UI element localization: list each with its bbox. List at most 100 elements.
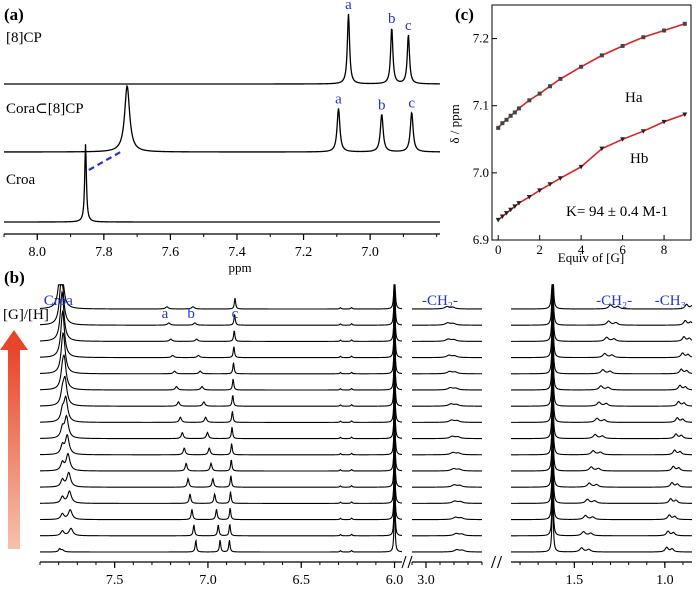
- titration-spectrum: [510, 380, 693, 440]
- data-point-Hb: [620, 137, 626, 142]
- panel-a-tick-label: 7.0: [361, 245, 379, 260]
- panel-a: (a) [8]CP Cora⊂[8]CP Croa ab ca b c 8.0 7.8 7…: [3, 0, 441, 275]
- titration-spectrum: [39, 284, 403, 326]
- panel-a-tick-label: 7.6: [162, 245, 180, 260]
- data-point-Hb: [578, 164, 584, 170]
- data-point-Hb: [661, 119, 667, 125]
- titration-spectrum: [412, 386, 482, 391]
- titration-spectrum: [412, 500, 482, 504]
- panel-b-x-axis: 7.5 7.0 6.5 6.0 3.0 1.5 1.0: [39, 555, 692, 588]
- spectrum-label-8cp: [8]CP: [6, 30, 42, 46]
- panel-c-ylabel: δ / ppm: [447, 104, 462, 143]
- axis-break-mark: [407, 555, 413, 569]
- titration-spectrum: [511, 412, 693, 472]
- titration-spectrum: [412, 484, 482, 488]
- titration-spectrum: [511, 429, 692, 488]
- titration-spectrum: [39, 362, 403, 423]
- peak-label-1-3: c: [408, 95, 415, 111]
- panel-c-x-tick-label: 2: [536, 242, 543, 257]
- data-point-Ha: [662, 28, 667, 33]
- panel-c-x-tick-label: 4: [578, 242, 585, 257]
- titration-spectrum: [412, 354, 483, 359]
- spectrum-trace-2: [4, 144, 440, 223]
- peak-label-0-1: b: [388, 11, 396, 27]
- data-point-Hb: [557, 176, 563, 181]
- panel-a-xlabel: ppm: [228, 260, 251, 275]
- titration-spectrum: [39, 443, 403, 504]
- titration-spectrum: [412, 516, 483, 521]
- titration-spectrum: [39, 284, 403, 310]
- data-point-Ha: [620, 43, 625, 48]
- titration-spectrum: [412, 435, 482, 440]
- panel-c-y-tick-label: 7.1: [473, 98, 489, 113]
- titration-spectrum: [39, 378, 403, 440]
- axis-break-mark: [490, 555, 497, 569]
- panel-b-tick-label: 1.5: [566, 573, 584, 588]
- data-point-Hb: [537, 188, 543, 193]
- data-point-Ha: [527, 98, 532, 103]
- data-point-Hb: [499, 214, 505, 219]
- titration-peak-label: -CH₃: [655, 293, 686, 309]
- peak-label-0-0: a: [345, 0, 352, 13]
- data-point-Ha: [579, 64, 584, 69]
- titration-spectrum: [511, 445, 692, 504]
- data-point-Hb: [682, 112, 688, 117]
- titration-spectrum: [511, 284, 693, 342]
- peak-label-0-2: c: [405, 18, 412, 34]
- axis-break-mark: [496, 555, 503, 569]
- titration-spectrum: [511, 477, 692, 537]
- ratio-arrow-head: [0, 330, 28, 350]
- spectrum-label-complex: Cora⊂[8]CP: [6, 101, 84, 117]
- titration-spectrum: [412, 548, 482, 553]
- titration-spectrum: [511, 493, 692, 553]
- ratio-arrow-shaft: [8, 349, 20, 549]
- panel-c-x-tick-label: 0: [495, 242, 502, 257]
- data-point-Hb: [516, 201, 522, 206]
- titration-spectrum: [39, 314, 403, 375]
- spectrum-trace-1: [4, 84, 441, 153]
- panel-b-tick-label: 1.0: [656, 573, 674, 588]
- panel-a-tick-label: 8.0: [29, 245, 47, 260]
- data-point-Ha: [537, 91, 542, 96]
- titration-spectrum: [510, 364, 693, 423]
- gh-ratio-label: [G]/[H]: [3, 307, 49, 323]
- panel-c-frame: [491, 4, 692, 241]
- panel-a-label: (a): [4, 5, 24, 24]
- data-point-Ha: [500, 121, 505, 126]
- data-point-Ha: [641, 35, 646, 40]
- titration-spectrum: [511, 331, 693, 391]
- panel-a-x-axis: 8.0 7.8 7.6 7.4 7.2 7.0: [3, 233, 440, 260]
- binding-constant: K= 94 ± 0.4 M-1: [566, 204, 668, 220]
- data-point-Ha: [599, 53, 604, 58]
- titration-spectrum: [40, 427, 403, 488]
- panel-a-tick-label: 7.8: [95, 245, 113, 260]
- panel-a-tick-label: 7.2: [295, 245, 313, 260]
- data-point-Ha: [504, 117, 509, 122]
- data-point-Hb: [512, 204, 518, 209]
- titration-peak-label: c: [232, 306, 239, 322]
- panel-b: (b) [G]/[H] Croa a b c -CH₂- -CH₂- -CH₃ 7.5 7.0…: [0, 268, 693, 588]
- titration-spectrum: [412, 338, 482, 342]
- data-point-Ha: [548, 84, 553, 89]
- fit-curve-Ha: [497, 23, 686, 129]
- titration-spectrum: [39, 284, 403, 342]
- titration-spectrum: [411, 532, 482, 537]
- panel-c-xlabel: Equiv of [G]: [558, 250, 624, 265]
- titration-spectrum: [412, 419, 482, 423]
- panel-c-y-tick-label: 7.2: [473, 31, 489, 46]
- series-label-hb: Hb: [630, 151, 648, 167]
- data-point-Ha: [516, 106, 521, 111]
- axis-break-mark: [401, 555, 407, 569]
- titration-spectrum: [412, 322, 482, 326]
- titration-spectrum: [39, 411, 403, 472]
- series-label-ha: Ha: [625, 90, 643, 106]
- panel-b-peak-labels: Croa a b c -CH₂- -CH₂- -CH₃: [44, 293, 686, 322]
- data-point-Ha: [512, 110, 517, 115]
- panel-b-label: (b): [4, 268, 25, 287]
- panel-c-y-tick-label: 7.0: [473, 165, 489, 180]
- data-point-Hb: [495, 217, 501, 223]
- shift-arrow: [88, 151, 122, 171]
- panel-a-tick-label: 7.4: [228, 245, 246, 260]
- spectrum-label-croa: Croa: [6, 172, 36, 188]
